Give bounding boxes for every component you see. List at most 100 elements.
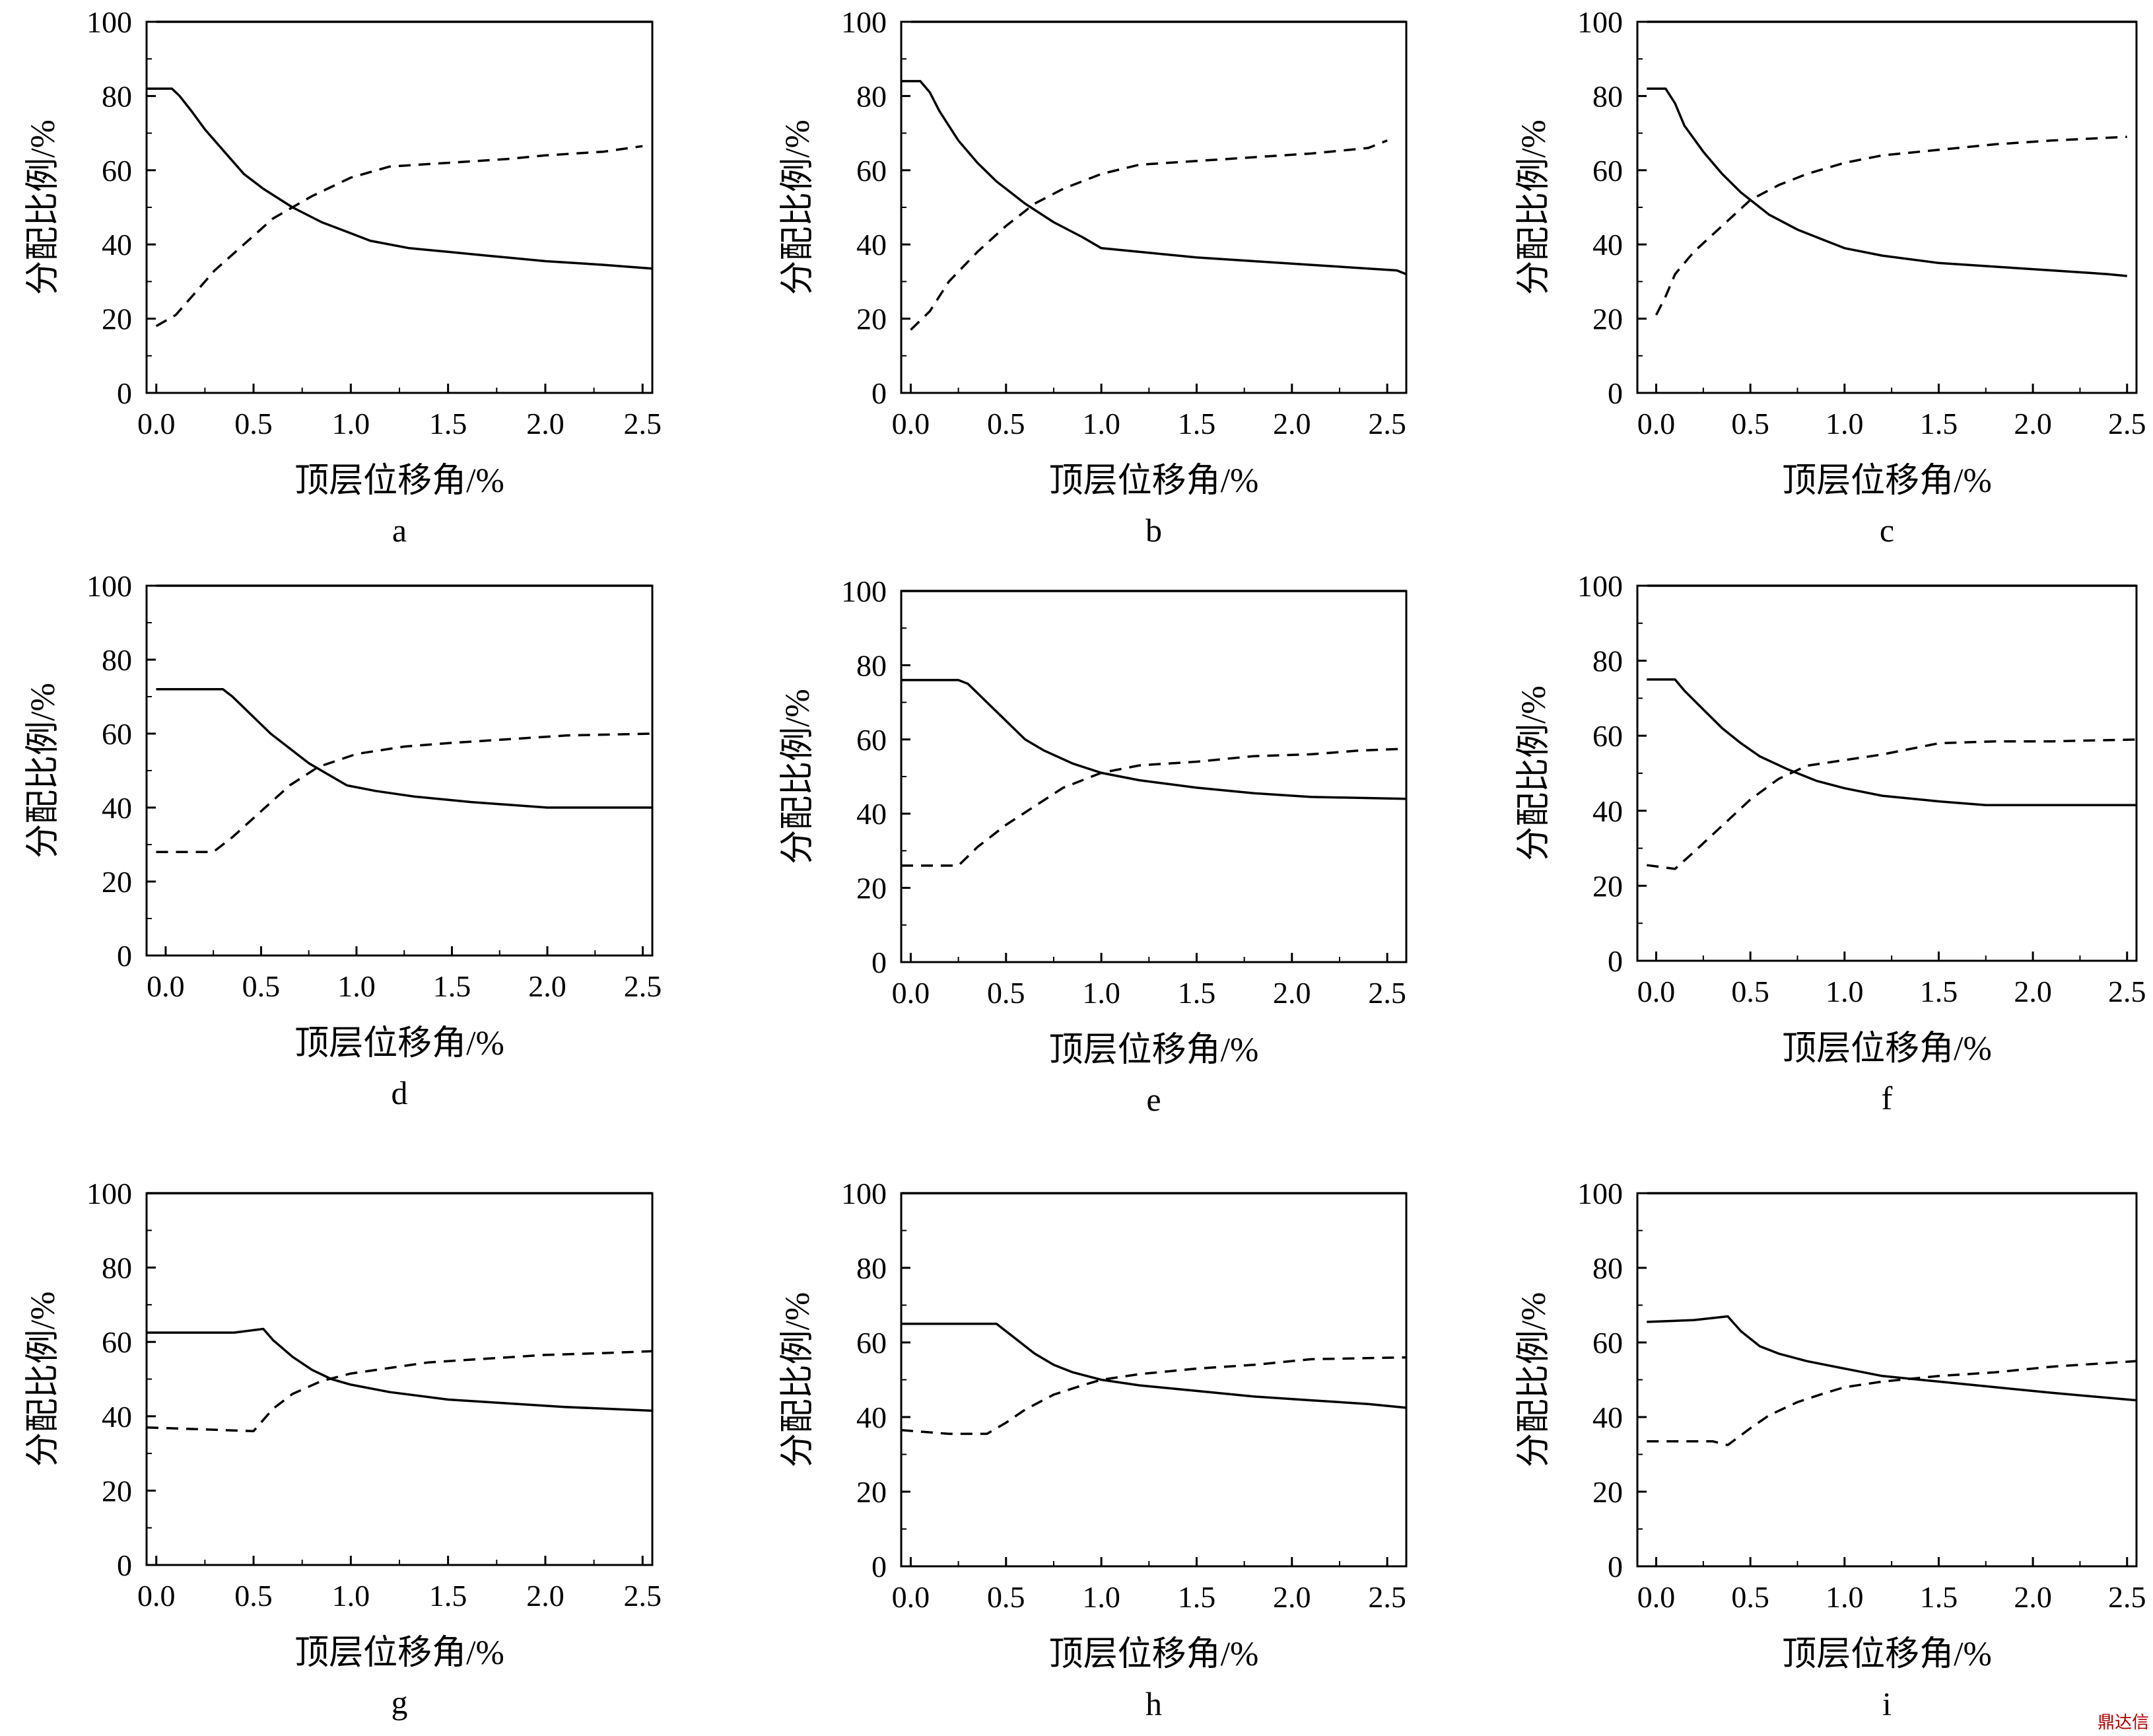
x-tick-label: 2.0 — [526, 407, 564, 440]
y-tick-label: 60 — [856, 723, 887, 757]
x-tick-label: 0.5 — [234, 1579, 273, 1613]
x-tick-label: 1.0 — [1082, 976, 1120, 1010]
y-tick-label: 80 — [856, 648, 887, 682]
y-axis-title: 分配比例/% — [1515, 685, 1553, 861]
y-tick-label: 20 — [102, 1474, 132, 1508]
plot-frame — [145, 584, 654, 957]
panel-label: c — [1880, 512, 1894, 549]
series-solid-line — [901, 1323, 1407, 1409]
x-tick-label: 1.5 — [429, 407, 467, 440]
x-tick-label: 1.0 — [332, 1579, 370, 1613]
x-axis-title: 顶层位移角/% — [1782, 1636, 1992, 1673]
y-tick-label: 0 — [117, 1548, 132, 1582]
chart-panel-i: 0 20 40 60 80 100 0.0 0.5 1.0 1.5 2.0 2.5 顶层位移角/% 分配比… — [1515, 1177, 2146, 1722]
series-solid-line — [147, 1327, 653, 1412]
series-solid-line — [1647, 87, 2127, 277]
x-tick-label: 1.5 — [1178, 1580, 1216, 1614]
y-tick-label: 20 — [856, 1475, 887, 1509]
plot-frame — [900, 1192, 1408, 1568]
plot-frame — [900, 590, 1408, 963]
chart-panel-c: 0 20 40 60 80 100 0.0 0.5 1.0 1.5 2.0 2.5 顶层位移角/% 分配比… — [1515, 5, 2146, 549]
y-axis-title: 分配比例/% — [1515, 120, 1553, 295]
y-tick-label: 40 — [856, 1401, 887, 1434]
x-tick-label: 0.0 — [137, 1579, 176, 1613]
series-dashed-line — [1655, 135, 2127, 316]
y-tick-label: 100 — [86, 569, 132, 603]
x-tick-label: 1.5 — [1920, 975, 1958, 1008]
x-tick-label: 1.0 — [1082, 1580, 1120, 1614]
plot-frame — [1636, 584, 2138, 962]
y-tick-label: 0 — [1608, 1550, 1623, 1583]
x-tick-label: 0.5 — [1731, 975, 1769, 1008]
x-tick-label: 2.5 — [2108, 1580, 2146, 1614]
y-tick-label: 60 — [856, 1326, 887, 1360]
x-tick-label: 1.5 — [1920, 407, 1958, 440]
x-tick-label: 1.5 — [1920, 1580, 1958, 1614]
x-tick-label: 0.5 — [1731, 1580, 1769, 1614]
y-tick-label: 0 — [871, 946, 887, 979]
y-tick-label: 60 — [1592, 719, 1623, 753]
y-tick-label: 20 — [856, 872, 887, 905]
y-tick-label: 80 — [856, 1251, 887, 1285]
y-tick-label: 80 — [1592, 644, 1623, 678]
x-tick-label: 2.0 — [1273, 407, 1311, 440]
series-solid-line — [147, 87, 653, 270]
y-axis-title: 分配比例/% — [779, 689, 817, 864]
x-tick-label: 0.5 — [987, 407, 1025, 440]
series-solid-line — [901, 679, 1407, 800]
x-tick-label: 2.5 — [624, 1579, 662, 1613]
y-tick-label: 20 — [856, 302, 887, 336]
y-tick-label: 100 — [1577, 569, 1623, 603]
y-tick-label: 20 — [1592, 1475, 1623, 1509]
x-tick-label: 0.0 — [1637, 975, 1676, 1008]
y-tick-label: 60 — [1592, 1326, 1623, 1360]
x-tick-label: 2.0 — [526, 1579, 564, 1613]
x-tick-label: 2.0 — [1273, 976, 1311, 1010]
x-tick-label: 1.0 — [1082, 407, 1120, 440]
x-tick-label: 2.5 — [1368, 976, 1406, 1010]
chart-panel-h: 0 20 40 60 80 100 0.0 0.5 1.0 1.5 2.0 2.5 顶层位移角/% 分配比… — [779, 1177, 1408, 1722]
x-tick-label: 0.0 — [147, 969, 185, 1003]
y-tick-label: 40 — [856, 228, 887, 261]
y-tick-label: 80 — [102, 1251, 132, 1285]
x-tick-label: 0.0 — [892, 1580, 930, 1614]
x-tick-label: 1.0 — [337, 969, 376, 1003]
y-tick-label: 60 — [102, 717, 132, 751]
y-tick-label: 20 — [1592, 302, 1623, 336]
x-tick-label: 0.0 — [892, 976, 930, 1010]
x-tick-label: 2.5 — [2108, 975, 2146, 1008]
plot-frame — [1636, 1192, 2138, 1568]
y-tick-label: 40 — [102, 1400, 132, 1434]
x-tick-label: 2.0 — [2014, 407, 2052, 440]
x-tick-label: 2.5 — [1368, 407, 1406, 440]
y-tick-label: 40 — [856, 797, 887, 831]
chart-panel-e: 0 20 40 60 80 100 0.0 0.5 1.0 1.5 2.0 2.5 顶层位移角/% 分配比… — [779, 574, 1408, 1118]
y-tick-label: 40 — [1592, 1401, 1623, 1434]
x-axis-title: 顶层位移角/% — [294, 1025, 504, 1062]
x-tick-label: 0.0 — [892, 407, 930, 440]
x-tick-label: 0.0 — [137, 407, 176, 440]
x-tick-label: 2.5 — [624, 969, 662, 1003]
x-tick-label: 1.5 — [1178, 976, 1216, 1010]
x-tick-label: 2.0 — [528, 969, 566, 1003]
x-axis-title: 顶层位移角/% — [294, 1634, 504, 1672]
x-tick-label: 1.0 — [332, 407, 370, 440]
x-axis-title: 顶层位移角/% — [1049, 1636, 1259, 1673]
y-axis-title: 分配比例/% — [24, 1292, 62, 1467]
x-tick-label: 1.5 — [433, 969, 471, 1003]
y-tick-label: 100 — [841, 5, 887, 39]
y-axis-title: 分配比例/% — [24, 120, 62, 295]
y-tick-label: 100 — [841, 574, 887, 608]
x-axis-title: 顶层位移角/% — [1049, 462, 1259, 500]
chart-panel-f: 0 20 40 60 80 100 0.0 0.5 1.0 1.5 2.0 2.5 顶层位移角/% 分配比… — [1515, 569, 2146, 1117]
x-axis-title: 顶层位移角/% — [294, 462, 504, 500]
panel-label: b — [1145, 512, 1162, 549]
y-tick-label: 0 — [117, 939, 132, 973]
y-tick-label: 0 — [1608, 376, 1623, 410]
plot-frame — [145, 20, 654, 394]
y-tick-label: 60 — [856, 154, 887, 188]
panel-label: h — [1145, 1685, 1162, 1722]
y-tick-label: 40 — [1592, 794, 1623, 828]
y-tick-label: 80 — [1592, 1251, 1623, 1285]
